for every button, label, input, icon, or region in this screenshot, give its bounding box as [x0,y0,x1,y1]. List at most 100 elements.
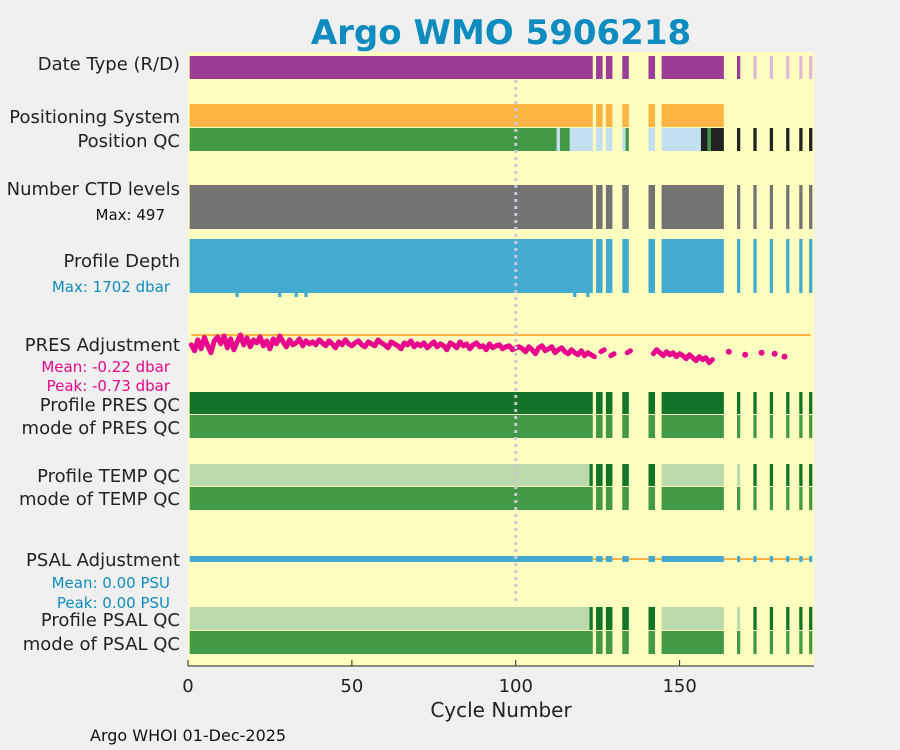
psal-adjustment-label: PSAL Adjustment [26,550,180,571]
position_qc-segment [625,128,629,151]
position_qc-segment [622,128,626,151]
positioning_system-segment [661,104,724,127]
profile_pres_qc-segment [648,392,656,414]
x-tick-label: 50 [340,676,363,697]
position_qc-segment [753,128,757,151]
psal_adjustment-segment [786,556,790,562]
ctd_levels-segment [769,185,774,229]
date_type-segment [661,56,724,79]
mode_psal_qc-segment [753,631,757,654]
mode_pres_qc-segment [605,415,613,438]
mode_temp_qc-segment [736,487,741,510]
profile_temp_qc-segment [799,464,803,486]
profile_psal_qc-segment [596,607,603,630]
psal_adjustment-segment [661,556,724,562]
profile_pres_qc-segment [736,392,741,414]
mode_psal_qc-segment [622,631,629,654]
mode_pres_qc-segment [661,415,724,438]
ctd_levels-segment [596,185,603,229]
ctd_levels-segment [786,185,790,229]
psal_adjustment-segment [648,556,656,562]
profile_psal_qc-segment [189,607,590,630]
ctd_levels-segment [661,185,724,229]
position-qc-label: Position QC [77,131,180,152]
position_qc-segment [556,128,560,151]
psal_adjustment-segment [596,556,603,562]
profile_depth-segment [622,239,629,293]
date-type-label: Date Type (R/D) [38,54,180,75]
profile_temp_qc-segment [736,464,741,486]
date_type-segment [605,56,613,79]
mode_psal_qc-segment [189,631,593,654]
mode_temp_qc-segment [648,487,656,510]
pres-adjustment-series [624,348,633,356]
profile_depth-segment [596,239,603,293]
pres-adjustment-peak: Peak: -0.73 dbar [47,377,171,395]
mode_pres_qc-segment [753,415,757,438]
profile_depth-segment [605,239,613,293]
mode_psal_qc-segment [799,631,803,654]
profile_temp_qc-segment [809,464,813,486]
psal-adjustment-peak: Peak: 0.00 PSU [57,594,170,612]
position_qc-segment [559,128,570,151]
chart-title: Argo WMO 5906218 [311,13,691,53]
profile-depth-label: Profile Depth [63,251,180,272]
profile-depth-dip [586,293,590,297]
profile_pres_qc-segment [596,392,603,414]
psal_adjustment-segment [809,556,813,562]
profile_depth-segment [648,239,656,293]
profile-depth-sublabel: Max: 1702 dbar [52,278,171,296]
profile_psal_qc-segment [809,607,813,630]
profile_psal_qc-segment [605,607,613,630]
mode_temp_qc-segment [753,487,757,510]
profile_depth-segment [661,239,724,293]
date_type-segment [753,56,757,79]
profile_psal_qc-segment [736,607,741,630]
position_qc-segment [605,128,613,151]
profile_psal_qc-segment [648,607,656,630]
date_type-segment [648,56,656,79]
profile_depth-segment [799,239,803,293]
footer-text: Argo WHOI 01-Dec-2025 [90,726,286,745]
profile_pres_qc-segment [753,392,757,414]
psal_adjustment-segment [605,556,613,562]
profile_temp_qc-segment [786,464,790,486]
profile_pres_qc-segment [769,392,774,414]
profile_temp_qc-segment [605,464,613,486]
mode_psal_qc-segment [596,631,603,654]
mode_psal_qc-segment [769,631,774,654]
ctd_levels-segment [648,185,656,229]
profile_depth-segment [769,239,774,293]
position_qc-segment [700,128,708,151]
profile-depth-dip [304,293,308,297]
position_qc-segment [786,128,790,151]
profile-depth-dip [278,293,282,297]
mode_temp_qc-segment [622,487,629,510]
profile_depth-segment [753,239,757,293]
mode_pres_qc-segment [769,415,774,438]
pres-adjustment-point [742,351,749,358]
ctd_levels-segment [622,185,629,229]
psal_adjustment-segment [799,556,803,562]
position_qc-segment [710,128,724,151]
profile-depth-dip [573,293,577,297]
position_qc-segment [661,128,701,151]
pres-adjustment-series [598,347,607,355]
profile-depth-dip [235,293,239,297]
date_type-segment [596,56,603,79]
mode-psal-qc-label: mode of PSAL QC [23,634,180,655]
positioning_system-segment [622,104,629,127]
mode_psal_qc-segment [605,631,613,654]
ctd_levels-segment [736,185,741,229]
mode_psal_qc-segment [736,631,741,654]
mode_temp_qc-segment [596,487,603,510]
profile_temp_qc-segment [189,464,590,486]
mode_psal_qc-segment [809,631,813,654]
date_type-segment [809,56,813,79]
date_type-segment [769,56,774,79]
profile_psal_qc-segment [589,607,593,630]
x-tick-label: 100 [499,676,533,697]
position_qc-segment [569,128,593,151]
profile-psal-qc-label: Profile PSAL QC [41,610,180,631]
ctd_levels-segment [605,185,613,229]
